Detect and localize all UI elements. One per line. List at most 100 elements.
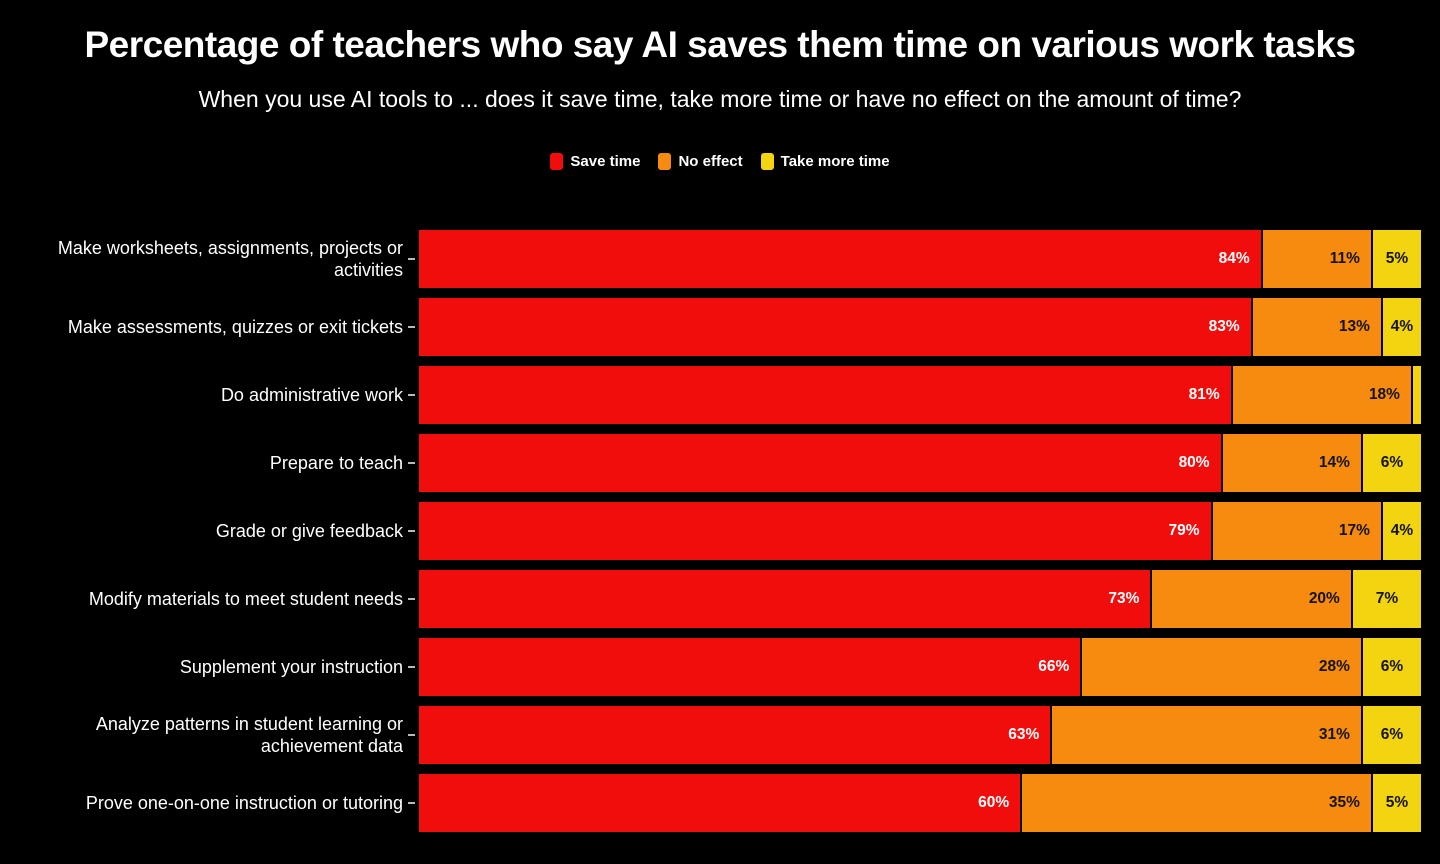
- value-label: 31%: [1318, 726, 1350, 743]
- bar-row: Make assessments, quizzes or exit ticket…: [0, 298, 1440, 356]
- legend-swatch-save-time-icon: [550, 153, 564, 170]
- value-label: 17%: [1338, 522, 1370, 539]
- legend-label: No effect: [678, 153, 743, 170]
- value-label: 81%: [1188, 386, 1220, 403]
- bar-segment-no-effect: 13%: [1250, 298, 1381, 356]
- bar-row: Supplement your instruction 66% 28% 6%: [0, 638, 1440, 696]
- value-label: 20%: [1308, 590, 1340, 607]
- value-label: 6%: [1380, 726, 1404, 743]
- axis-tick: [403, 502, 419, 560]
- value-label: 5%: [1385, 794, 1409, 811]
- bar-segment-no-effect: 11%: [1260, 230, 1371, 288]
- value-label: 13%: [1338, 318, 1370, 335]
- axis-tick: [403, 366, 419, 424]
- bar-segment-take-more-time: 7%: [1350, 570, 1421, 628]
- axis-tick: [403, 434, 419, 492]
- bar-segment-save-time: 66%: [419, 638, 1081, 696]
- category-label: Grade or give feedback: [215, 520, 403, 541]
- axis-tick: [403, 638, 419, 696]
- axis-tick: [403, 570, 419, 628]
- stacked-bar: 66% 28% 6%: [419, 638, 1421, 696]
- value-label: 28%: [1318, 658, 1350, 675]
- legend: Save time No effect Take more time: [0, 153, 1440, 170]
- stacked-bar: 83% 13% 4%: [419, 298, 1421, 356]
- bar-row: Prove one-on-one instruction or tutoring…: [0, 774, 1440, 832]
- category-label: Supplement your instruction: [179, 656, 403, 677]
- stacked-bar: 73% 20% 7%: [419, 570, 1421, 628]
- axis-tick-dash: [407, 802, 415, 804]
- value-label: 79%: [1168, 522, 1200, 539]
- bar-segment-save-time: 80%: [419, 434, 1221, 492]
- bar-segment-no-effect: 14%: [1220, 434, 1361, 492]
- legend-swatch-no-effect-icon: [658, 153, 672, 170]
- plot: Make worksheets, assignments, projects o…: [0, 230, 1440, 832]
- legend-swatch-take-more-time-icon: [760, 153, 774, 170]
- axis-tick-dash: [407, 598, 415, 600]
- category-label: Make worksheets, assignments, projects o…: [57, 237, 403, 281]
- bar-segment-save-time: 60%: [419, 774, 1021, 832]
- bar-segment-take-more-time: 6%: [1360, 706, 1421, 764]
- value-label: 14%: [1318, 454, 1350, 471]
- bar-row: Grade or give feedback 79% 17% 4%: [0, 502, 1440, 560]
- bar-segment-save-time: 73%: [419, 570, 1151, 628]
- stacked-bar: 79% 17% 4%: [419, 502, 1421, 560]
- axis-tick: [403, 298, 419, 356]
- category-label: Do administrative work: [220, 384, 403, 405]
- category-label: Prepare to teach: [269, 452, 403, 473]
- stacked-bar: 63% 31% 6%: [419, 706, 1421, 764]
- bar-segment-take-more-time: 6%: [1360, 638, 1421, 696]
- bar-segment-no-effect: 35%: [1020, 774, 1371, 832]
- bar-segment-no-effect: 20%: [1150, 570, 1351, 628]
- value-label: 83%: [1208, 318, 1240, 335]
- axis-tick: [403, 706, 419, 764]
- axis-tick-dash: [407, 462, 415, 464]
- value-label: 66%: [1038, 658, 1070, 675]
- bar-row: Make worksheets, assignments, projects o…: [0, 230, 1440, 288]
- stacked-bar: 80% 14% 6%: [419, 434, 1421, 492]
- bar-segment-take-more-time: 4%: [1380, 502, 1421, 560]
- axis-tick-dash: [407, 326, 415, 328]
- bar-segment-save-time: 81%: [419, 366, 1231, 424]
- axis-tick-dash: [407, 530, 415, 532]
- axis-tick-dash: [407, 258, 415, 260]
- legend-label: Save time: [570, 153, 641, 170]
- legend-item-save-time: Save time: [550, 153, 640, 170]
- axis-tick: [403, 230, 419, 288]
- bar-segment-take-more-time: 4%: [1380, 298, 1421, 356]
- chart-subtitle: When you use AI tools to ... does it sav…: [198, 86, 1242, 112]
- bar-row: Modify materials to meet student needs 73…: [0, 570, 1440, 628]
- value-label: 5%: [1385, 250, 1409, 267]
- value-label: 60%: [978, 794, 1010, 811]
- chart-title: Percentage of teachers who say AI saves …: [84, 24, 1357, 65]
- axis-tick-dash: [407, 666, 415, 668]
- bar-segment-no-effect: 31%: [1050, 706, 1361, 764]
- category-label: Make assessments, quizzes or exit ticket…: [67, 316, 403, 337]
- bar-segment-save-time: 84%: [419, 230, 1261, 288]
- bar-row: Do administrative work 81% 18%: [0, 366, 1440, 424]
- value-label: 73%: [1108, 590, 1140, 607]
- bar-row: Analyze patterns in student learning or …: [0, 706, 1440, 764]
- axis-tick-dash: [407, 734, 415, 736]
- bar-segment-save-time: 79%: [419, 502, 1211, 560]
- stacked-bar: 81% 18%: [419, 366, 1421, 424]
- axis-tick: [403, 774, 419, 832]
- stacked-bar: 60% 35% 5%: [419, 774, 1421, 832]
- bar-segment-take-more-time: [1410, 366, 1421, 424]
- bar-segment-save-time: 83%: [419, 298, 1251, 356]
- bar-segment-take-more-time: 5%: [1370, 774, 1421, 832]
- category-label: Prove one-on-one instruction or tutoring: [85, 792, 403, 813]
- bar-segment-take-more-time: 5%: [1370, 230, 1421, 288]
- bar-row: Prepare to teach 80% 14% 6%: [0, 434, 1440, 492]
- value-label: 6%: [1380, 658, 1404, 675]
- bar-segment-save-time: 63%: [419, 706, 1051, 764]
- axis-tick-dash: [407, 394, 415, 396]
- category-label: Modify materials to meet student needs: [88, 588, 403, 609]
- value-label: 63%: [1008, 726, 1040, 743]
- bar-segment-no-effect: 28%: [1080, 638, 1361, 696]
- legend-label: Take more time: [780, 153, 890, 170]
- value-label: 80%: [1178, 454, 1210, 471]
- value-label: 84%: [1218, 250, 1250, 267]
- bar-segment-no-effect: 17%: [1210, 502, 1381, 560]
- bar-segment-no-effect: 18%: [1230, 366, 1411, 424]
